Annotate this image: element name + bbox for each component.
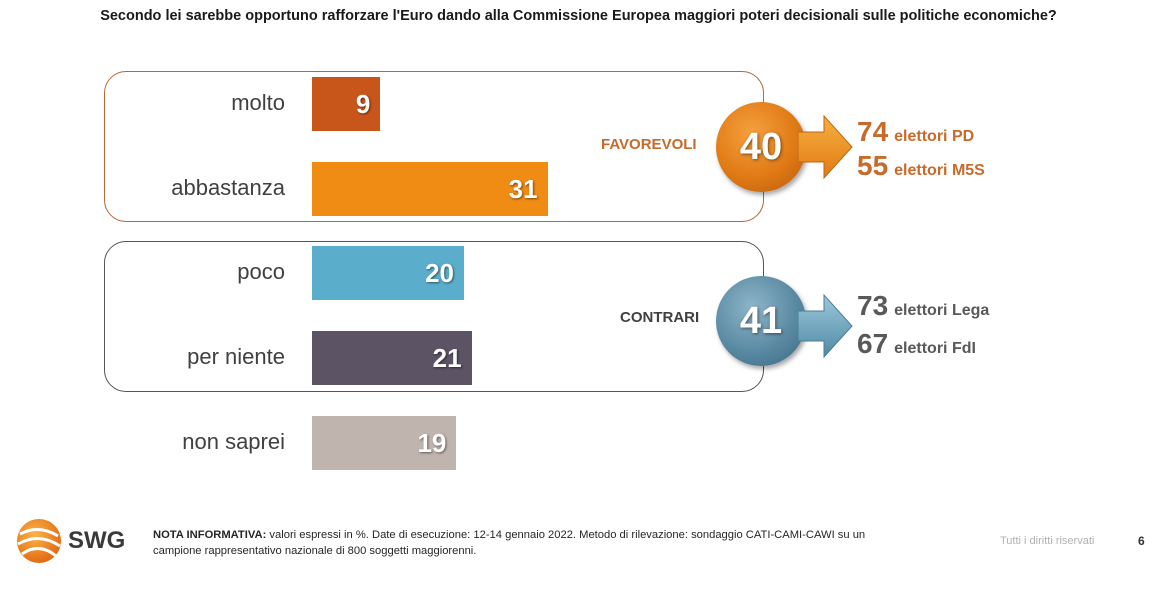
bar-value-label: 20 [425, 258, 454, 288]
voter-value: 74 [857, 116, 889, 147]
voter-stat-m5s: 55 elettori M5S [857, 150, 985, 182]
category-label: poco [237, 259, 285, 284]
voter-stat-pd: 74 elettori PD [857, 116, 974, 148]
favorevoli-total-circle: 40 [716, 102, 806, 192]
category-label: molto [231, 90, 285, 115]
page-number: 6 [1138, 534, 1145, 548]
voter-value: 67 [857, 328, 889, 359]
voter-label: elettori FdI [894, 340, 976, 357]
voter-stat-fdi: 67 elettori FdI [857, 328, 976, 360]
bar: 21 [312, 331, 472, 385]
contrari-arrow-icon [798, 293, 853, 359]
contrari-label: CONTRARI [620, 309, 700, 326]
footnote: NOTA INFORMATIVA: valori espressi in %. … [153, 527, 913, 559]
bar-value-label: 19 [417, 428, 447, 458]
voter-value: 55 [857, 150, 889, 181]
favorevoli-arrow-icon [798, 114, 853, 180]
rights-text: Tutti i diritti riservati [1000, 535, 1095, 547]
bar-value-label: 9 [355, 89, 371, 119]
bar: 20 [312, 246, 464, 300]
voter-stat-lega: 73 elettori Lega [857, 290, 989, 322]
bar: 31 [312, 162, 548, 216]
voter-label: elettori Lega [894, 302, 990, 319]
voter-label: elettori PD [894, 128, 975, 145]
chart-title: Secondo lei sarebbe opportuno rafforzare… [100, 8, 1057, 24]
category-label: abbastanza [171, 175, 285, 200]
footnote-text: valori espressi in %. Date di esecuzione… [153, 529, 866, 557]
swg-logo-icon [17, 519, 61, 563]
voter-value: 73 [857, 290, 889, 321]
bar: 9 [312, 77, 381, 131]
contrari-total-circle: 41 [716, 276, 806, 366]
voter-label: elettori M5S [894, 162, 985, 179]
bar-value-label: 31 [508, 174, 538, 204]
swg-logo-text: SWG [68, 527, 126, 554]
category-label: non saprei [182, 429, 285, 454]
favorevoli-label: FAVOREVOLI [601, 136, 697, 153]
bar: 19 [312, 416, 457, 470]
footnote-bold: NOTA INFORMATIVA: [153, 529, 267, 541]
bar-value-label: 21 [432, 343, 462, 373]
category-label: per niente [187, 344, 285, 369]
